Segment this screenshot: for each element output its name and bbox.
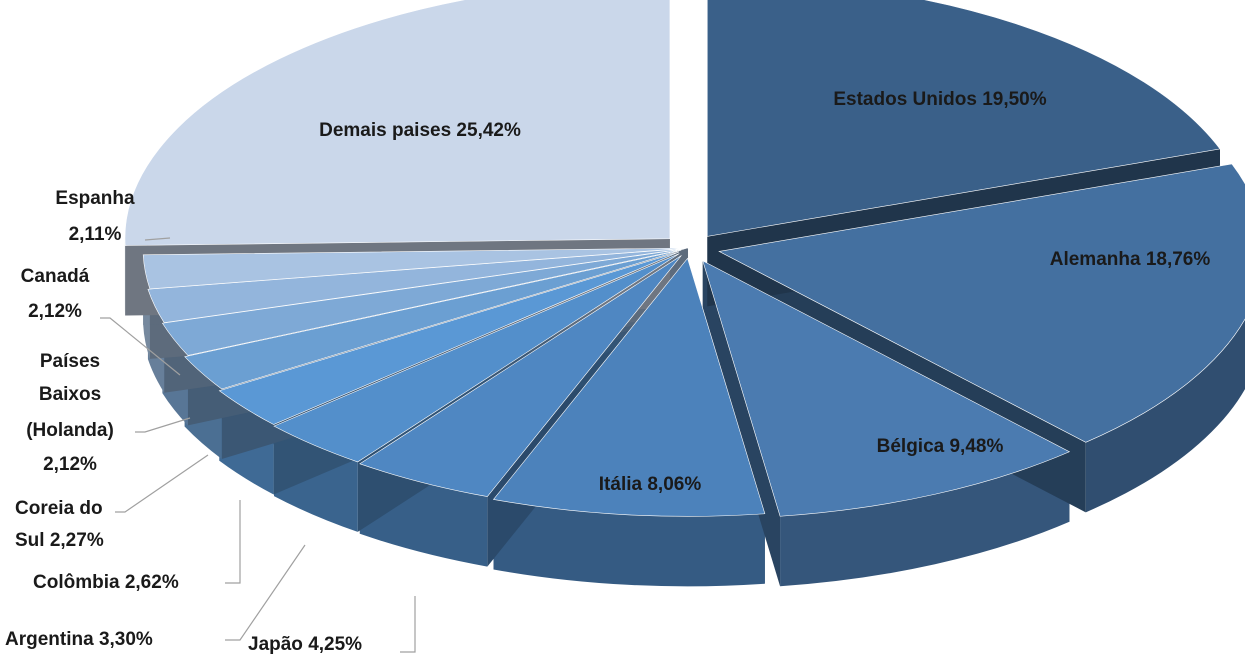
pie-slice-canad- — [147, 248, 687, 324]
slice-label: Argentina 3,30% — [5, 629, 153, 650]
slice-label: Colômbia 2,62% — [33, 572, 179, 593]
slice-rim-4 — [493, 499, 765, 587]
pie-tops — [124, 0, 1245, 517]
pie-slice-espanha — [142, 247, 689, 290]
slice-label: Bélgica 9,48% — [877, 436, 1004, 457]
pie-slice-pa-ses-baixos-holanda- — [161, 248, 685, 356]
slice-label: Baixos — [39, 384, 101, 405]
slice-label: (Holanda) — [26, 420, 114, 441]
slice-label: 2,11% — [69, 224, 122, 245]
pie-slice-alemanha — [718, 163, 1245, 443]
slice-label: Sul 2,27% — [15, 530, 104, 551]
pie-slice-argentina — [273, 253, 680, 463]
leader-line — [225, 500, 241, 584]
leader-line — [135, 417, 191, 433]
pie-slice-estados-unidos — [706, 0, 1221, 237]
pie-slice-b-lgica — [702, 260, 1071, 517]
pie-slice-jap-o — [359, 255, 682, 497]
slice-label: Espanha — [55, 188, 135, 209]
slice-label: Itália 8,06% — [599, 474, 702, 495]
pie-slice-it-lia — [492, 257, 766, 517]
pie-slice-col-mbia — [218, 251, 679, 425]
leader-line — [144, 237, 171, 241]
slice-labels: Estados Unidos 19,50% Alemanha 18,76% Bélg… — [5, 89, 1210, 655]
pie-slice-demais-paises — [124, 0, 671, 246]
slice-label: Países — [40, 351, 100, 372]
slice-label: Coreia do — [15, 498, 103, 519]
leader-line — [400, 596, 416, 653]
slice-label: Japão 4,25% — [248, 634, 362, 655]
slice-label: Alemanha 18,76% — [1050, 249, 1211, 270]
slice-rim-2 — [1085, 319, 1245, 513]
leader-line — [225, 544, 306, 641]
leader-line — [115, 454, 209, 513]
slice-label: Estados Unidos 19,50% — [833, 89, 1046, 110]
slice-label: Canadá — [21, 266, 90, 287]
slice-label: Demais paises 25,42% — [319, 120, 521, 141]
slice-rim-3 — [780, 451, 1070, 587]
slice-label: 2,12% — [43, 454, 97, 475]
leader-line — [100, 317, 181, 376]
slice-label: 2,12% — [28, 301, 82, 322]
pie-slice-coreia-do-sul — [184, 249, 682, 390]
